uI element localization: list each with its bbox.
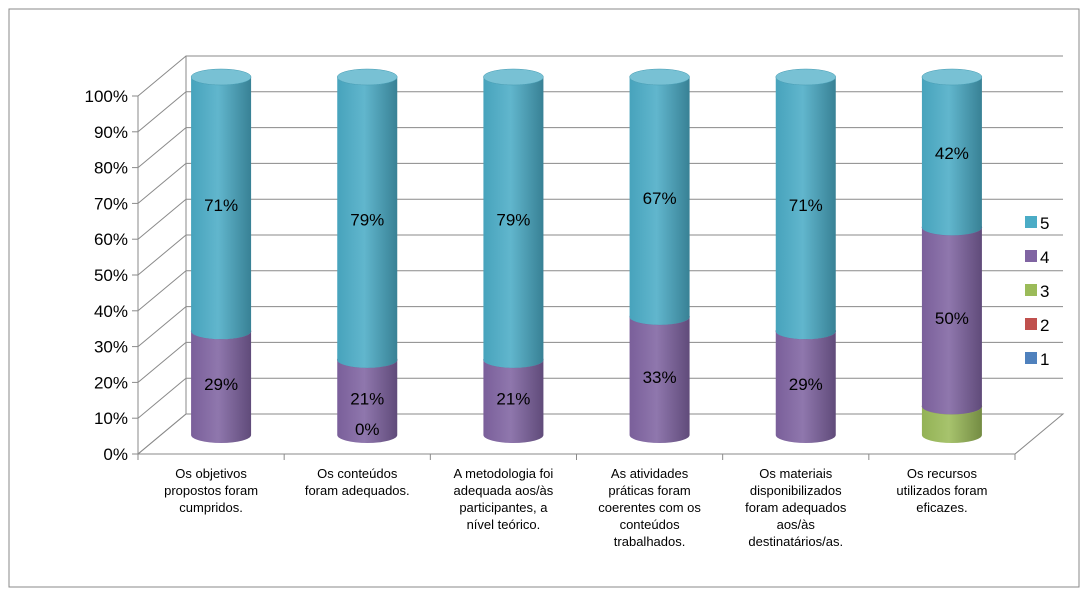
bar-segment-series-3 <box>921 406 982 443</box>
x-tick-label: utilizados foram <box>896 483 987 498</box>
x-tick-label: foram adequados. <box>305 483 410 498</box>
data-label: 0% <box>355 420 380 439</box>
y-tick-label: 0% <box>103 445 128 464</box>
y-tick-label: 10% <box>94 409 128 428</box>
legend-label: 1 <box>1040 350 1049 369</box>
y-tick-label: 90% <box>94 123 128 142</box>
data-label: 21% <box>496 389 530 408</box>
bar-segment-series-4 <box>775 331 836 443</box>
bar-top-series-5 <box>337 68 398 86</box>
y-tick-label: 70% <box>94 194 128 213</box>
x-tick-label: coerentes com os <box>598 500 701 515</box>
bar-segment-series-4 <box>629 316 690 443</box>
bar-segment-series-5 <box>337 77 398 368</box>
gridline <box>137 91 1063 133</box>
data-label: 29% <box>789 375 823 394</box>
legend-swatch <box>1025 284 1037 296</box>
bar-segment-series-5 <box>483 77 544 368</box>
x-tick-label: As atividades <box>611 466 689 481</box>
y-tick-label: 30% <box>94 338 128 357</box>
data-label: 42% <box>935 144 969 163</box>
y-tick-label: 60% <box>94 230 128 249</box>
data-label: 71% <box>789 196 823 215</box>
bar-top-series-5 <box>775 68 836 86</box>
gridline <box>137 127 1063 168</box>
gridline <box>137 234 1063 276</box>
gridline <box>137 162 1063 204</box>
x-tick-label: propostos foram <box>164 483 258 498</box>
legend-label: 5 <box>1040 214 1049 233</box>
legend-swatch <box>1025 250 1037 262</box>
legend-swatch <box>1025 318 1037 330</box>
x-tick-label: destinatários/as. <box>748 534 843 549</box>
bar-segment-series-4 <box>337 359 398 443</box>
data-label: 33% <box>643 368 677 387</box>
legend-swatch <box>1025 352 1037 364</box>
x-tick-label: adequada aos/às <box>454 483 554 498</box>
bar-segment-series-5 <box>629 77 690 325</box>
x-tick-label: participantes, a <box>459 500 548 515</box>
x-tick-label: A metodologia foi <box>454 466 554 481</box>
gridline <box>137 306 1063 347</box>
x-tick-label: Os objetivos <box>175 466 247 481</box>
gridline <box>137 341 1063 383</box>
bar-top-series-5 <box>629 68 690 86</box>
gridline <box>137 413 1063 455</box>
bar-top-series-5 <box>483 68 544 86</box>
bar-top-series-5 <box>190 68 252 86</box>
y-tick-label: 100% <box>85 87 128 106</box>
x-tick-label: cumpridos. <box>179 500 243 515</box>
gridline <box>137 55 1063 97</box>
bar-top-series-5 <box>921 68 983 86</box>
y-tick-label: 40% <box>94 302 128 321</box>
x-tick-label: Os recursos <box>907 466 978 481</box>
x-tick-label: trabalhados. <box>614 534 686 549</box>
bar-segment-series-4 <box>483 359 544 443</box>
gridline <box>137 377 1063 419</box>
data-label: 71% <box>204 196 238 215</box>
legend-label: 3 <box>1040 282 1049 301</box>
data-label: 50% <box>935 309 969 328</box>
x-tick-label: conteúdos <box>620 517 680 532</box>
data-label: 67% <box>643 189 677 208</box>
x-tick-label: aos/às <box>777 517 816 532</box>
data-label: 79% <box>350 210 384 229</box>
legend-swatch <box>1025 216 1037 228</box>
x-tick-label: eficazes. <box>916 500 967 515</box>
chart-border <box>8 8 1080 588</box>
data-label: 21% <box>350 389 384 408</box>
bar-segment-series-4 <box>191 331 252 443</box>
bar-segment-series-5 <box>921 77 982 236</box>
data-label: 79% <box>496 210 530 229</box>
x-tick-label: disponibilizados <box>750 483 842 498</box>
bar-segment-series-5 <box>191 77 252 340</box>
x-tick-label: nível teórico. <box>467 517 541 532</box>
legend-label: 2 <box>1040 316 1049 335</box>
gridline <box>137 270 1063 312</box>
bar-segment-series-4 <box>921 227 982 415</box>
y-tick-label: 50% <box>94 266 128 285</box>
y-tick-label: 80% <box>94 159 128 178</box>
data-label: 29% <box>204 375 238 394</box>
x-tick-label: Os materiais <box>759 466 832 481</box>
legend-label: 4 <box>1040 248 1049 267</box>
x-tick-label: práticas foram <box>608 483 690 498</box>
y-tick-label: 20% <box>94 373 128 392</box>
gridline <box>137 198 1063 240</box>
x-tick-label: Os conteúdos <box>317 466 398 481</box>
bar-segment-series-5 <box>775 77 836 340</box>
x-tick-label: foram adequados <box>745 500 847 515</box>
